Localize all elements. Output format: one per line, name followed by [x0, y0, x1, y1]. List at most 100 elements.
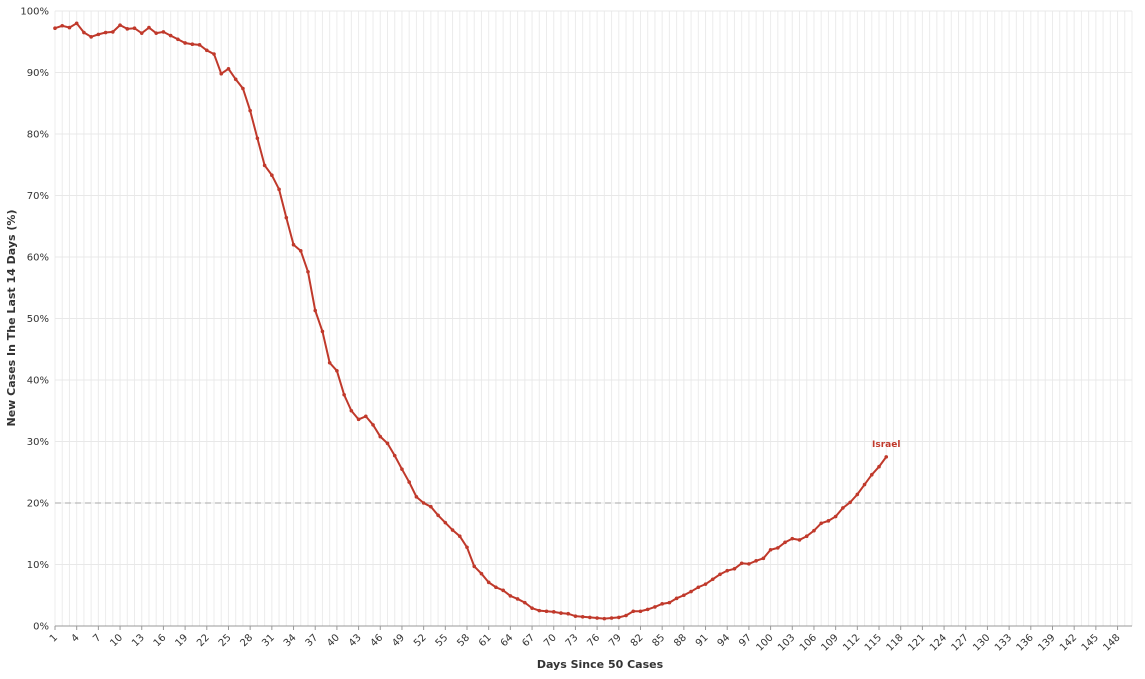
series-line — [54, 21, 888, 620]
point — [638, 609, 643, 614]
point — [833, 514, 838, 519]
point — [176, 37, 180, 42]
point — [443, 520, 448, 525]
point — [457, 534, 462, 539]
point — [739, 561, 744, 566]
x-tick-label: 127 — [950, 632, 971, 653]
point — [226, 67, 231, 71]
y-tick-label: 40% — [27, 376, 49, 387]
point — [710, 577, 715, 582]
x-tick-label: 130 — [971, 632, 992, 653]
series-label: Israel — [872, 440, 900, 450]
x-tick-label: 7 — [91, 632, 103, 644]
x-tick-label: 91 — [694, 632, 711, 649]
point — [197, 43, 202, 47]
point — [544, 609, 549, 614]
point — [718, 572, 722, 577]
point — [82, 30, 86, 35]
point — [429, 504, 433, 509]
point — [797, 538, 802, 542]
point — [371, 423, 375, 427]
y-tick-label: 10% — [27, 560, 49, 571]
x-tick-label: 109 — [819, 632, 840, 653]
point — [103, 30, 108, 35]
x-tick-label: 58 — [455, 632, 472, 649]
point — [588, 615, 592, 620]
point — [327, 360, 332, 365]
point — [537, 608, 542, 613]
x-tick-label: 34 — [282, 632, 299, 649]
x-tick-label: 79 — [607, 632, 624, 649]
x-tick-label: 31 — [260, 632, 277, 649]
point — [385, 441, 390, 446]
point — [183, 41, 187, 45]
point — [689, 589, 693, 594]
x-tick-label: 121 — [906, 632, 927, 653]
point — [161, 30, 166, 34]
point — [298, 249, 303, 253]
point — [776, 546, 780, 550]
point — [486, 580, 491, 585]
x-tick-label: 148 — [1101, 632, 1122, 653]
point — [219, 71, 224, 76]
point — [356, 417, 361, 422]
point — [848, 500, 852, 505]
x-tick-label: 10 — [108, 632, 125, 649]
y-tick-label: 90% — [27, 68, 49, 79]
y-tick-label: 20% — [27, 499, 49, 510]
point — [559, 611, 563, 615]
point — [306, 269, 310, 274]
point — [342, 392, 346, 397]
point — [616, 615, 621, 620]
x-tick-label: 40 — [325, 632, 342, 649]
x-tick-label: 145 — [1080, 632, 1101, 653]
y-axis-title: New Cases In The Last 14 Days (%) — [5, 210, 18, 427]
x-tick-label: 1 — [48, 632, 60, 644]
point — [212, 52, 216, 56]
point — [313, 308, 318, 313]
point — [132, 26, 137, 31]
point — [508, 594, 513, 598]
x-tick-label: 106 — [798, 632, 819, 653]
point — [862, 482, 867, 487]
point — [378, 434, 383, 439]
y-tick-label: 50% — [27, 314, 49, 325]
point — [436, 513, 440, 518]
x-tick-label: 19 — [173, 632, 190, 649]
point — [204, 48, 209, 53]
x-tick-label: 43 — [347, 632, 364, 649]
point — [580, 614, 585, 619]
x-tick-label: 46 — [369, 632, 386, 649]
x-tick-label: 100 — [754, 632, 775, 653]
point — [523, 600, 527, 605]
point — [67, 25, 72, 30]
x-tick-label: 52 — [412, 632, 429, 649]
point — [566, 611, 571, 616]
point — [703, 582, 708, 586]
x-tick-label: 25 — [217, 632, 234, 649]
point — [450, 528, 455, 532]
y-tick-label: 0% — [33, 622, 49, 633]
point — [168, 33, 173, 38]
point — [602, 616, 607, 621]
point — [877, 464, 881, 469]
point — [125, 27, 130, 31]
point — [364, 414, 368, 419]
point — [60, 23, 65, 28]
point — [147, 25, 151, 30]
x-tick-label: 16 — [152, 632, 169, 649]
point — [812, 528, 816, 533]
point — [414, 495, 419, 499]
x-tick-label: 76 — [585, 632, 602, 649]
x-tick-label: 55 — [434, 632, 451, 649]
x-tick-label: 139 — [1036, 632, 1057, 653]
x-tick-label: 61 — [477, 632, 494, 649]
point — [747, 562, 751, 566]
point — [790, 536, 795, 541]
x-tick-label: 124 — [928, 632, 949, 653]
point — [111, 30, 115, 34]
x-tick-label: 94 — [716, 632, 733, 649]
point — [320, 329, 325, 334]
point — [349, 408, 354, 413]
